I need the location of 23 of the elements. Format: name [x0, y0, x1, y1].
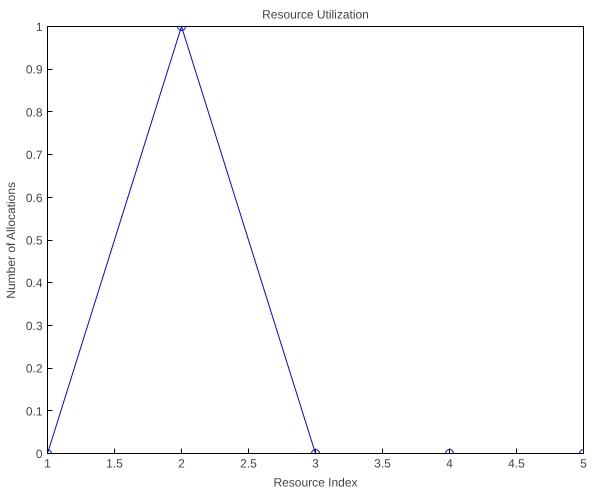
x-tick-label: 1 [44, 456, 52, 470]
y-tick-label: 0.6 [26, 190, 43, 205]
y-tick-label: 0 [36, 447, 43, 461]
y-tick-label: 0.1 [26, 404, 43, 418]
x-tick-label: 2.5 [240, 456, 258, 470]
x-tick-label: 4.5 [508, 456, 526, 470]
y-axis-title: Number of Allocations [4, 182, 18, 299]
y-tick-label: 0.5 [26, 234, 43, 248]
x-tick-label: 4 [446, 456, 454, 470]
x-tick-label: 5 [580, 456, 588, 470]
y-tick-label: 0.8 [26, 105, 43, 120]
x-tick-label: 3 [312, 456, 320, 470]
y-tick-label: 0.3 [26, 318, 43, 333]
x-axis-title: Resource Index [273, 476, 358, 490]
chart-title: Resource Utilization [262, 8, 369, 22]
y-tick-label: 0.4 [26, 276, 43, 290]
y-tick-label: 0.2 [26, 362, 43, 376]
y-tick-label: 1 [36, 20, 43, 34]
x-tick-label: 3.5 [374, 456, 392, 470]
x-tick-label: 2 [178, 456, 186, 470]
y-tick-label: 0.7 [26, 148, 43, 162]
x-tick-label: 1.5 [106, 456, 124, 470]
y-tick-label: 0.9 [26, 62, 43, 77]
